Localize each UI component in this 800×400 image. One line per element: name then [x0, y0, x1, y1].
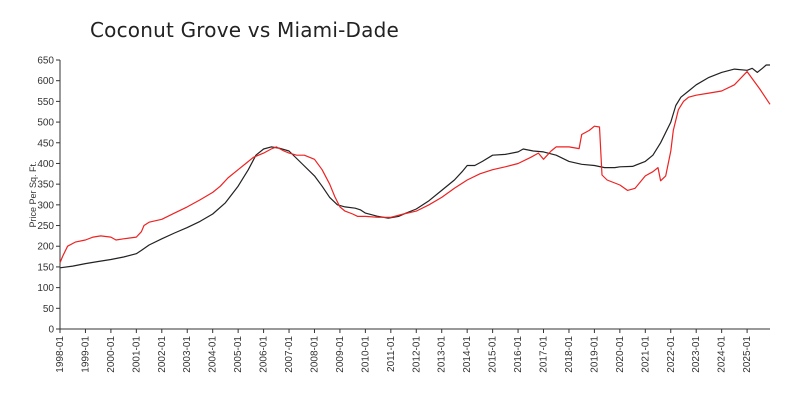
x-tick-label: 1999-01	[80, 336, 91, 373]
y-tick-label: 200	[37, 242, 54, 253]
y-tick-label: 250	[37, 221, 54, 232]
chart-title: Coconut Grove vs Miami-Dade	[90, 18, 399, 42]
x-tick-label: 2010-01	[360, 336, 371, 373]
y-tick-label: 100	[37, 283, 54, 294]
y-tick-label: 650	[37, 56, 54, 67]
x-tick-label: 2005-01	[233, 336, 244, 373]
series-line-coconut-grove: Coconut Grove	[59, 71, 771, 264]
y-tick-label: 450	[37, 138, 54, 149]
x-tick-label: 2020-01	[615, 336, 626, 373]
series-layer: Miami-DadeCoconut Grove	[59, 64, 771, 269]
x-tick-label: 2023-01	[691, 336, 702, 373]
x-tick-label: 2003-01	[182, 336, 193, 373]
x-tick-label: 2008-01	[309, 336, 320, 373]
x-tick-label: 2021-01	[640, 336, 651, 373]
x-tick-label: 2007-01	[284, 336, 295, 373]
y-axis-title: Price Per Sq. Ft.	[28, 161, 38, 227]
y-tick-label: 550	[37, 97, 54, 108]
x-tick-label: 2024-01	[717, 336, 728, 373]
x-tick-label: 2001-01	[131, 336, 142, 373]
x-tick-label: 2015-01	[488, 336, 499, 373]
x-tick-label: 2017-01	[539, 336, 550, 373]
x-tick-label: 2014-01	[462, 336, 473, 373]
y-tick-label: 300	[37, 200, 54, 211]
x-tick-label: 1998-01	[55, 336, 66, 373]
y-tick-label: 350	[37, 180, 54, 191]
y-tick-label: 0	[48, 325, 54, 336]
y-tick-label: 600	[37, 76, 54, 87]
x-tick-label: 2012-01	[411, 336, 422, 373]
y-tick-label: 50	[43, 304, 55, 315]
x-tick-label: 2025-01	[742, 336, 753, 373]
x-tick-label: 2022-01	[666, 336, 677, 373]
x-tick-label: 2006-01	[259, 336, 270, 373]
y-tick-label: 400	[37, 159, 54, 170]
y-axis-title-group: Price Per Sq. Ft.	[28, 161, 38, 227]
y-tick-label: 150	[37, 262, 54, 273]
x-tick-label: 2000-01	[106, 336, 117, 373]
x-tick-label: 2018-01	[564, 336, 575, 373]
axes: 0 50 100 150 200 250 300 350 400 450 500 550 600 650 1…	[37, 56, 770, 373]
x-tick-label: 2013-01	[437, 336, 448, 373]
series-line-miami-dade: Miami-Dade	[59, 64, 770, 269]
x-tick-label: 2011-01	[386, 336, 397, 372]
x-tick-label: 2009-01	[335, 336, 346, 373]
y-tick-label: 500	[37, 118, 54, 129]
x-tick-label: 2002-01	[157, 336, 168, 373]
x-tick-label: 2019-01	[589, 336, 600, 373]
x-tick-label: 2004-01	[208, 336, 219, 373]
x-tick-label: 2016-01	[513, 336, 524, 373]
